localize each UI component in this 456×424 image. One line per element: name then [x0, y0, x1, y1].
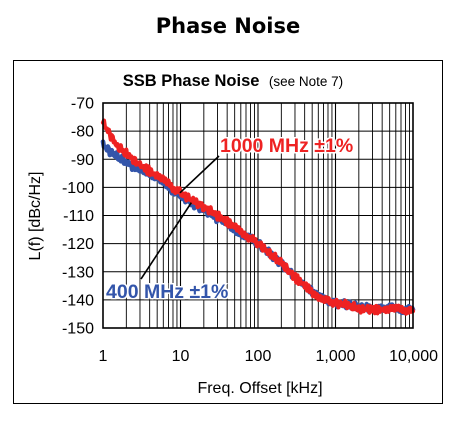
- annotation-400mhz: 400 MHz ±1%: [106, 281, 228, 303]
- arrow-1000mhz: [179, 155, 220, 194]
- chart-title-note: (see Note 7): [269, 74, 343, 89]
- y-tick-label: -140: [62, 292, 94, 309]
- y-tick-label: -110: [63, 208, 94, 225]
- chart-title-main: SSB Phase Noise: [123, 72, 260, 90]
- page-title: Phase Noise: [155, 14, 301, 38]
- series-line-1000mhz: [100, 118, 416, 316]
- arrow-400mhz: [140, 202, 192, 280]
- x-tick-label: 1: [99, 348, 108, 365]
- y-tick-label: -150: [62, 321, 94, 338]
- annotations: 1000 MHz ±1% 400 MHz ±1%: [105, 134, 355, 305]
- y-tick-label: -80: [71, 124, 94, 141]
- x-tick-label: 10: [172, 348, 190, 365]
- tick-labels: -70 -80 -90 -100 -110 -120 -130 -140 -150 1 10 100 1…: [62, 96, 438, 366]
- y-tick-label: -90: [71, 152, 94, 169]
- y-axis-label: L(f) [dBc/Hz]: [27, 172, 44, 261]
- chart-frame: [13, 60, 443, 404]
- y-tick-label: -120: [62, 236, 94, 253]
- y-tick-label: -130: [62, 264, 94, 281]
- x-axis-label: Freq. Offset [kHz]: [197, 380, 322, 397]
- plot-area-border: [102, 102, 414, 329]
- x-tick-label: 10,000: [389, 348, 438, 365]
- y-tick-label: -100: [62, 180, 94, 197]
- x-tick-label: 100: [245, 348, 272, 365]
- x-tick-label: 1,000: [315, 348, 355, 365]
- annotation-1000mhz: 1000 MHz ±1%: [220, 135, 353, 157]
- chart-title: SSB Phase Noise (see Note 7): [123, 72, 343, 90]
- grid: [103, 102, 413, 329]
- series-layer: [100, 118, 416, 316]
- y-tick-label: -70: [71, 96, 94, 113]
